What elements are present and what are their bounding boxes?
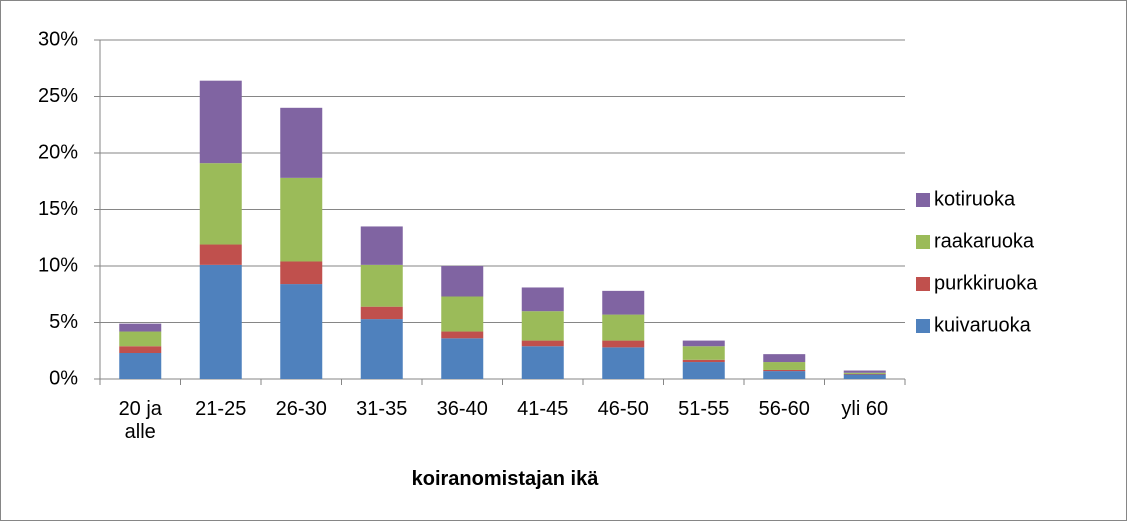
legend-label: kuivaruoka [934, 314, 1032, 336]
bar-segment [521, 340, 564, 347]
bar-segment [280, 284, 323, 379]
bar-segment [199, 163, 242, 245]
x-tick-label: 46-50 [597, 398, 649, 420]
legend-label: purkkiruoka [934, 272, 1038, 294]
bar-segment [441, 331, 484, 339]
y-tick-label: 0% [49, 367, 78, 389]
legend-swatch [916, 235, 930, 249]
bar-segment [360, 226, 403, 265]
bar-segment [199, 264, 242, 379]
x-axis-title: koiranomistajan ikä [411, 468, 599, 490]
bar-segment [441, 296, 484, 332]
x-tick-label: 56-60 [758, 398, 810, 420]
bar-segment [602, 340, 645, 348]
bar-segment [763, 362, 806, 370]
bar-segment [843, 373, 886, 375]
bar-segment [843, 374, 886, 379]
y-tick-label: 15% [38, 198, 78, 220]
legend-label: raakaruoka [934, 230, 1035, 252]
bar-segment [280, 261, 323, 285]
bar-segment [280, 107, 323, 178]
bar-segment [602, 290, 645, 315]
bar-segment [521, 311, 564, 341]
x-tick-label: 41-45 [517, 398, 569, 420]
bar-segment [763, 371, 806, 379]
x-tick-label: 51-55 [678, 398, 730, 420]
bar-segment [521, 287, 564, 312]
bar-segment [119, 331, 162, 347]
bar-segment [441, 266, 484, 297]
bar-segment [602, 314, 645, 341]
bar-segment [521, 346, 564, 379]
bar-segment [119, 346, 162, 354]
x-tick-label: 20 ja alle [118, 398, 162, 443]
x-tick-label: 21-25 [195, 398, 247, 420]
bar-segment [280, 177, 323, 262]
bar-segment [682, 346, 725, 360]
legend-swatch [916, 193, 930, 207]
y-tick-label: 20% [38, 141, 78, 163]
x-tick-label: 26-30 [275, 398, 327, 420]
legend-swatch [916, 319, 930, 333]
bar-segment [763, 369, 806, 372]
y-tick-label: 10% [38, 254, 78, 276]
bar-segment [682, 359, 725, 363]
bar-segment [843, 372, 886, 374]
bar-segment [360, 264, 403, 307]
y-tick-label: 5% [49, 311, 78, 333]
bar-segment [441, 338, 484, 379]
bar-segment [119, 323, 162, 332]
x-tick-label: yli 60 [841, 398, 889, 420]
bar-segment [602, 347, 645, 379]
x-tick-label: 36-40 [436, 398, 488, 420]
legend-swatch [916, 277, 930, 291]
bar-segment [360, 319, 403, 379]
x-tick-label: 31-35 [356, 398, 408, 420]
bar-segment [360, 306, 403, 320]
bar-segment [119, 353, 162, 379]
bar-segment [199, 244, 242, 265]
y-tick-label: 30% [38, 28, 78, 50]
bar-segment [682, 362, 725, 379]
bar-segment [763, 354, 806, 363]
bar-segment [843, 370, 886, 373]
bar-segment [199, 80, 242, 164]
legend-label: kotiruoka [934, 188, 1016, 210]
bar-segment [682, 340, 725, 347]
y-tick-label: 25% [38, 85, 78, 107]
